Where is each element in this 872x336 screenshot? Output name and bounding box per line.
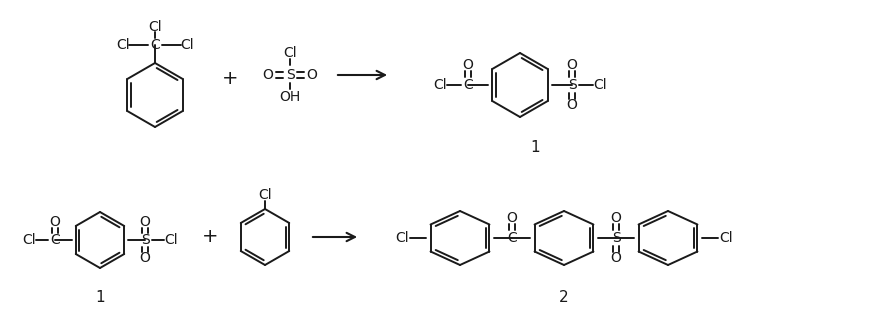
Text: 2: 2	[559, 291, 569, 305]
Text: O: O	[462, 58, 473, 72]
Text: Cl: Cl	[593, 78, 607, 92]
Text: OH: OH	[279, 90, 301, 104]
Text: O: O	[567, 98, 577, 112]
Text: +: +	[221, 69, 238, 87]
Text: Cl: Cl	[181, 38, 194, 52]
Text: Cl: Cl	[283, 46, 296, 60]
Text: Cl: Cl	[433, 78, 446, 92]
Text: O: O	[307, 68, 317, 82]
Text: O: O	[567, 58, 577, 72]
Text: C: C	[508, 231, 517, 245]
Text: O: O	[610, 211, 622, 225]
Text: Cl: Cl	[719, 231, 732, 245]
Text: C: C	[463, 78, 473, 92]
Text: O: O	[50, 215, 60, 229]
Text: 1: 1	[95, 291, 105, 305]
Text: +: +	[201, 227, 218, 247]
Text: Cl: Cl	[258, 188, 272, 202]
Text: Cl: Cl	[148, 20, 162, 34]
Text: Cl: Cl	[395, 231, 409, 245]
Text: O: O	[610, 251, 622, 265]
Text: C: C	[50, 233, 60, 247]
Text: O: O	[507, 211, 517, 225]
Text: O: O	[262, 68, 274, 82]
Text: S: S	[611, 231, 620, 245]
Text: O: O	[140, 215, 151, 229]
Text: 1: 1	[530, 140, 540, 156]
Text: Cl: Cl	[164, 233, 178, 247]
Text: S: S	[568, 78, 576, 92]
Text: S: S	[140, 233, 149, 247]
Text: C: C	[150, 38, 160, 52]
Text: Cl: Cl	[22, 233, 36, 247]
Text: Cl: Cl	[116, 38, 130, 52]
Text: O: O	[140, 251, 151, 265]
Text: S: S	[286, 68, 295, 82]
